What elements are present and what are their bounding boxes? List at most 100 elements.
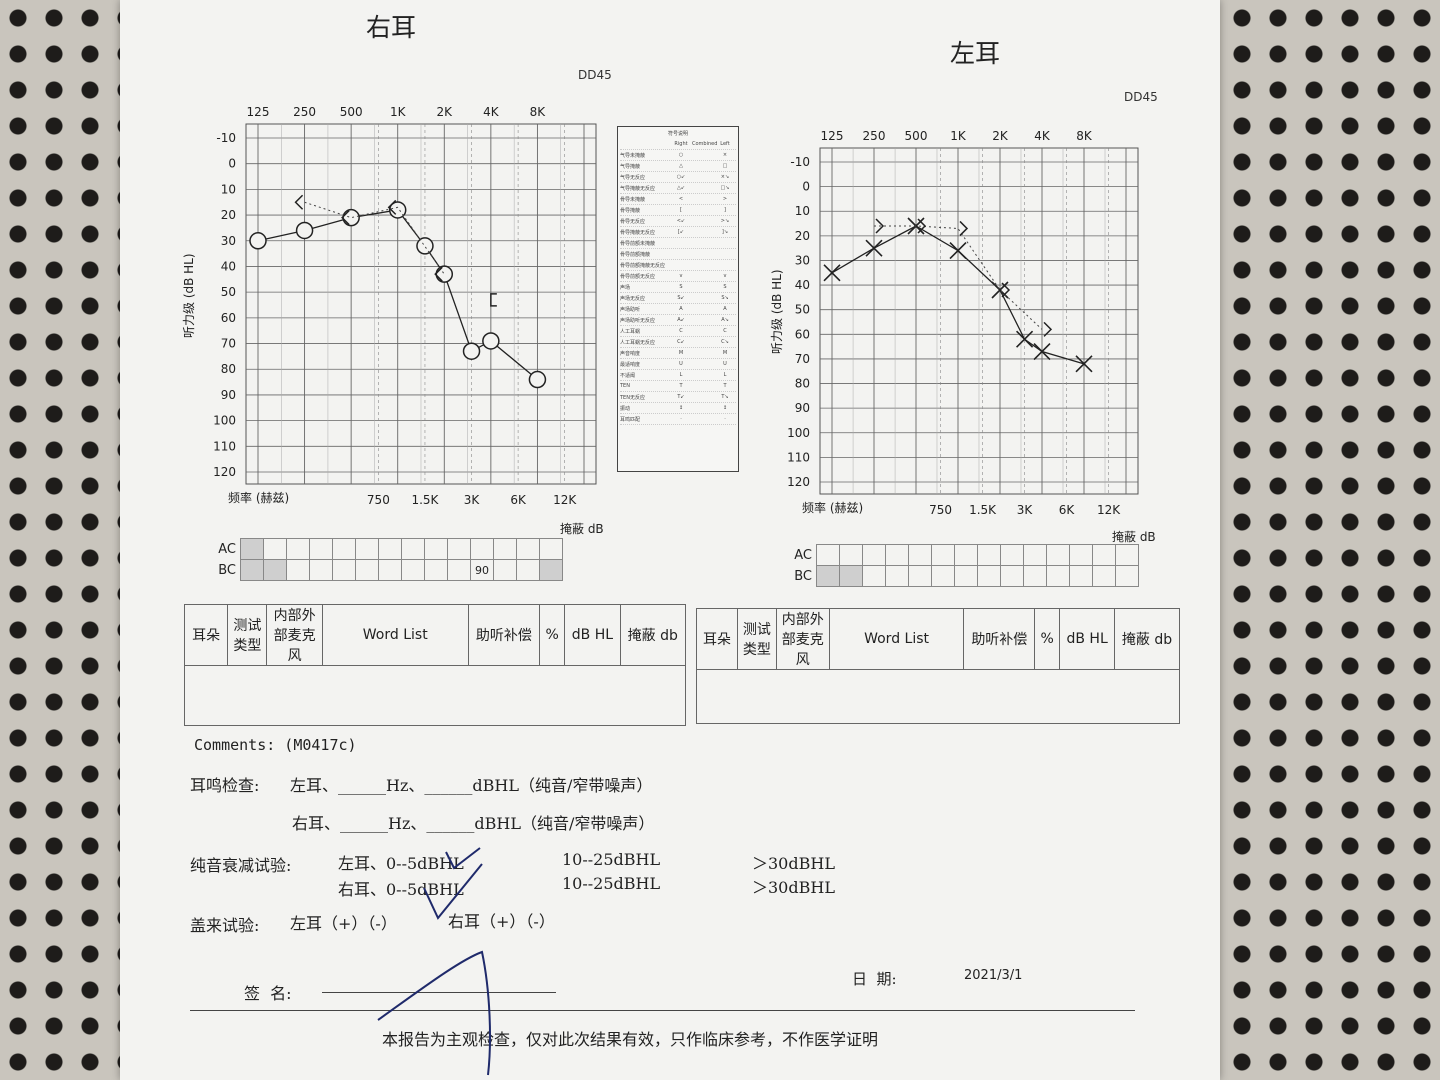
freq-bottom-label: 3K <box>464 493 481 507</box>
right-bc-label: BC <box>218 562 236 578</box>
y-tick-label: 120 <box>213 465 236 479</box>
circle-marker <box>416 237 434 255</box>
legend-left-symbol: C <box>723 328 727 334</box>
legend-row: 气导无反应 ○↙ ×↘ <box>620 172 736 183</box>
legend-row: TEN无反应 T↙ T↘ <box>620 392 736 403</box>
col-masking: 掩蔽 db <box>1114 608 1180 670</box>
signature-label: 签 名: <box>244 984 292 1003</box>
legend-left-symbol: v <box>723 273 727 279</box>
left-ear-title: 左耳 <box>950 39 1001 68</box>
x-marker <box>1075 355 1093 373</box>
col-dbhl: dB HL <box>1059 608 1116 670</box>
freq-bottom-label: 1.5K <box>969 503 997 517</box>
legend-left-symbol: T↘ <box>721 394 729 400</box>
legend-row-label: 声场助听无反应 <box>620 317 656 324</box>
col-masking: 掩蔽 db <box>619 604 687 666</box>
check-mark-1 <box>445 847 481 870</box>
legend-left-symbol: S↘ <box>721 295 729 301</box>
col-test-type: 测试类型 <box>227 604 268 666</box>
freq-top-label: 2K <box>437 105 454 119</box>
legend-left-symbol: T <box>723 383 727 389</box>
legend-row: 人工耳蜗无反应 C↙ C↘ <box>620 337 736 348</box>
freq-top-label: 125 <box>247 105 270 119</box>
legend-right-symbol: S <box>679 284 683 290</box>
bc-right-marker <box>1001 282 1011 298</box>
legend-col-left: Left <box>720 141 730 147</box>
date-label: 日 期: <box>852 970 897 988</box>
legend-right-symbol: C <box>679 328 683 334</box>
legend-right-symbol: · <box>680 416 682 422</box>
y-tick-label: 30 <box>795 253 810 267</box>
audiogram-grid <box>245 123 597 485</box>
col-test-type: 测试类型 <box>736 608 777 670</box>
legend-right-symbol: [ <box>680 207 682 213</box>
left-word-list-header: 耳朵 测试类型 内部外部麦克风 Word List 助听补偿 % dB HL 掩… <box>696 608 1180 670</box>
legend-left-symbol: □ <box>722 163 728 169</box>
legend-row-label: TEN <box>620 383 630 389</box>
y-tick-label: 20 <box>221 208 236 222</box>
legend-row-label: 骨导掩蔽无反应 <box>620 229 656 236</box>
x-marker <box>1016 330 1034 348</box>
circle-marker <box>295 221 314 240</box>
legend-row: 骨导前额未掩蔽 <box>620 238 736 249</box>
legend-row-label: TEN无反应 <box>620 394 645 401</box>
cell <box>839 565 863 587</box>
circle-marker <box>528 370 547 389</box>
bc-left-marker <box>341 210 350 226</box>
freq-top-label: 8K <box>530 105 547 119</box>
y-tick-label: 100 <box>787 426 810 440</box>
left-bc-row: BC <box>784 565 1139 587</box>
legend-row: 声场助听 A A <box>620 304 736 315</box>
legend-row: 骨导前额无反应 v v <box>620 271 736 282</box>
right-ear-title: 右耳 <box>366 13 417 42</box>
y-tick-label: 80 <box>795 377 810 391</box>
left-acbc-grid: AC BC <box>784 544 1139 587</box>
y-tick-label: 60 <box>795 327 810 341</box>
freq-axis-label: 频率 (赫兹) <box>228 490 289 505</box>
legend-left-symbol: · <box>724 416 726 422</box>
right-word-list-table: 耳朵 测试类型 内部外部麦克风 Word List 助听补偿 % dB HL 掩… <box>183 604 687 726</box>
y-tick-label: 20 <box>795 229 810 243</box>
left-model-label: DD45 <box>1124 90 1158 104</box>
legend-row: 骨导掩蔽 [] <box>620 205 736 216</box>
y-tick-label: 30 <box>221 234 236 248</box>
legend-right-symbol: C↙ <box>677 339 685 345</box>
legend-col-right: Right <box>674 141 688 147</box>
y-tick-label: 0 <box>802 180 810 194</box>
legend-row-label: 骨导掩蔽 <box>620 207 641 214</box>
legend-row: 声场无反应 S↙ S↘ <box>620 293 736 304</box>
freq-top-label: 250 <box>293 105 316 119</box>
left-word-list-body <box>696 669 1180 724</box>
legend-left-symbol: ↕ <box>722 405 728 411</box>
legend-row-label: 骨导前额掩蔽 <box>620 251 651 258</box>
cell <box>1115 565 1139 587</box>
legend-row: 人工耳蜗 C C <box>620 326 736 337</box>
legend-right-symbol: S↙ <box>677 295 685 301</box>
legend-row: 骨导未掩蔽 < > <box>620 194 736 205</box>
right-word-list-header: 耳朵 测试类型 内部外部麦克风 Word List 助听补偿 % dB HL 掩… <box>183 604 687 666</box>
audiogram-grid <box>819 147 1139 495</box>
legend-right-symbol: ○↙ <box>676 174 686 180</box>
legend-row: 骨导掩蔽无反应 [↙]↘ <box>620 227 736 238</box>
legend-left-symbol: >↘ <box>720 218 730 224</box>
legend-left-symbol: × <box>722 152 728 158</box>
y-tick-label: 100 <box>213 414 236 428</box>
legend-row-label: 人工耳蜗无反应 <box>620 339 656 346</box>
legend-row-label: 骨导前额无反应 <box>620 273 656 280</box>
col-word-list: Word List <box>321 604 469 666</box>
check-mark-2 <box>423 863 483 920</box>
left-mask-label: 掩蔽 dB <box>1112 530 1156 544</box>
x-marker <box>823 264 841 282</box>
masked-bc-marker <box>490 293 497 307</box>
y-tick-label: -10 <box>790 155 810 169</box>
legend-row-label: 最适响度 <box>620 361 641 368</box>
legend-row-label: 人工耳蜗 <box>620 328 641 335</box>
legend-row: 气导掩蔽无反应 △↙ □↘ <box>620 183 736 194</box>
signature-stroke <box>377 950 491 1076</box>
tinnitus-label: 耳鸣检查: <box>190 776 260 795</box>
empty-cell <box>184 665 686 726</box>
y-tick-label: 10 <box>795 204 810 218</box>
col-word-list: Word List <box>828 608 965 670</box>
comments: Comments: (M0417c) <box>194 736 357 754</box>
legend-left-symbol: A↘ <box>721 317 729 323</box>
